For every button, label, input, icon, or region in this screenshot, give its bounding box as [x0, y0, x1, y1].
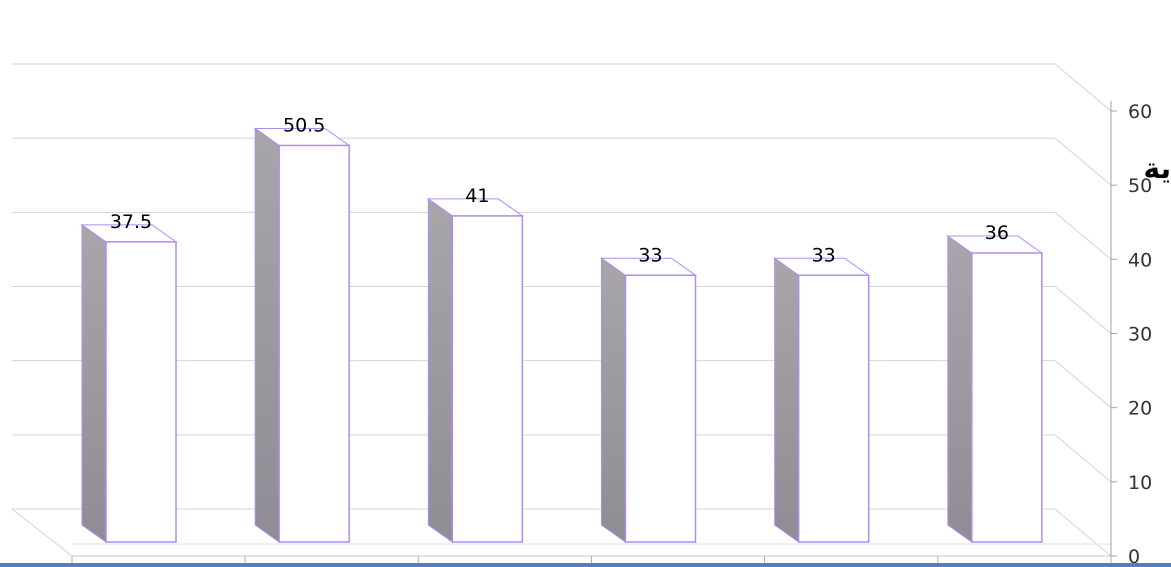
bar-front-face	[278, 144, 350, 543]
bar-side-face	[947, 235, 973, 543]
y-tick-label: 0	[1128, 546, 1140, 567]
y-tick-label: 60	[1128, 101, 1152, 123]
data-label: 33	[638, 244, 662, 266]
bar-front-face	[797, 274, 870, 543]
data-label: 36	[985, 222, 1009, 244]
y-tick-label: 50	[1128, 175, 1152, 197]
data-label: 33	[812, 244, 836, 266]
bars	[80, 127, 1044, 543]
gridlines	[11, 63, 1112, 563]
gridline-diagonal	[1054, 434, 1112, 483]
bar-front-face	[105, 241, 177, 543]
bar	[426, 197, 524, 543]
gridline-diagonal	[1054, 137, 1112, 186]
gridline-diagonal	[1054, 360, 1112, 409]
bar	[80, 223, 178, 543]
y-tick-label: 30	[1128, 324, 1152, 346]
data-label: 50.5	[283, 114, 325, 136]
floor-left-edge	[11, 508, 73, 557]
y-tick-label: 20	[1128, 398, 1152, 420]
bar-front-face	[624, 274, 697, 543]
bar-front-face	[451, 215, 524, 543]
gridline-diagonal	[1054, 63, 1112, 112]
bar-side-face	[81, 223, 107, 543]
data-labels: 37.5 50.5 41 33 33 36	[110, 114, 1009, 266]
bar-side-face	[601, 257, 626, 543]
bar-side-face	[427, 197, 453, 543]
data-label: 41	[465, 185, 489, 207]
bar	[946, 235, 1044, 543]
y-axis-label-fragment: ية	[1144, 152, 1171, 185]
y-tick-label: 40	[1128, 249, 1152, 271]
gridline-diagonal	[1054, 211, 1112, 260]
bar	[599, 257, 698, 543]
gridline-diagonal	[1054, 286, 1112, 334]
bar	[253, 127, 351, 543]
bar-side-face	[774, 257, 800, 543]
gridline-diagonal	[1054, 508, 1112, 557]
bar-front-face	[971, 252, 1043, 543]
y-axis: 0 10 20 30 40 50 60	[1110, 101, 1152, 567]
bar	[773, 257, 871, 543]
window-bottom-edge	[0, 563, 1171, 567]
y-tick-label: 10	[1128, 472, 1152, 494]
bar-side-face	[254, 127, 280, 543]
data-label: 37.5	[110, 211, 152, 233]
